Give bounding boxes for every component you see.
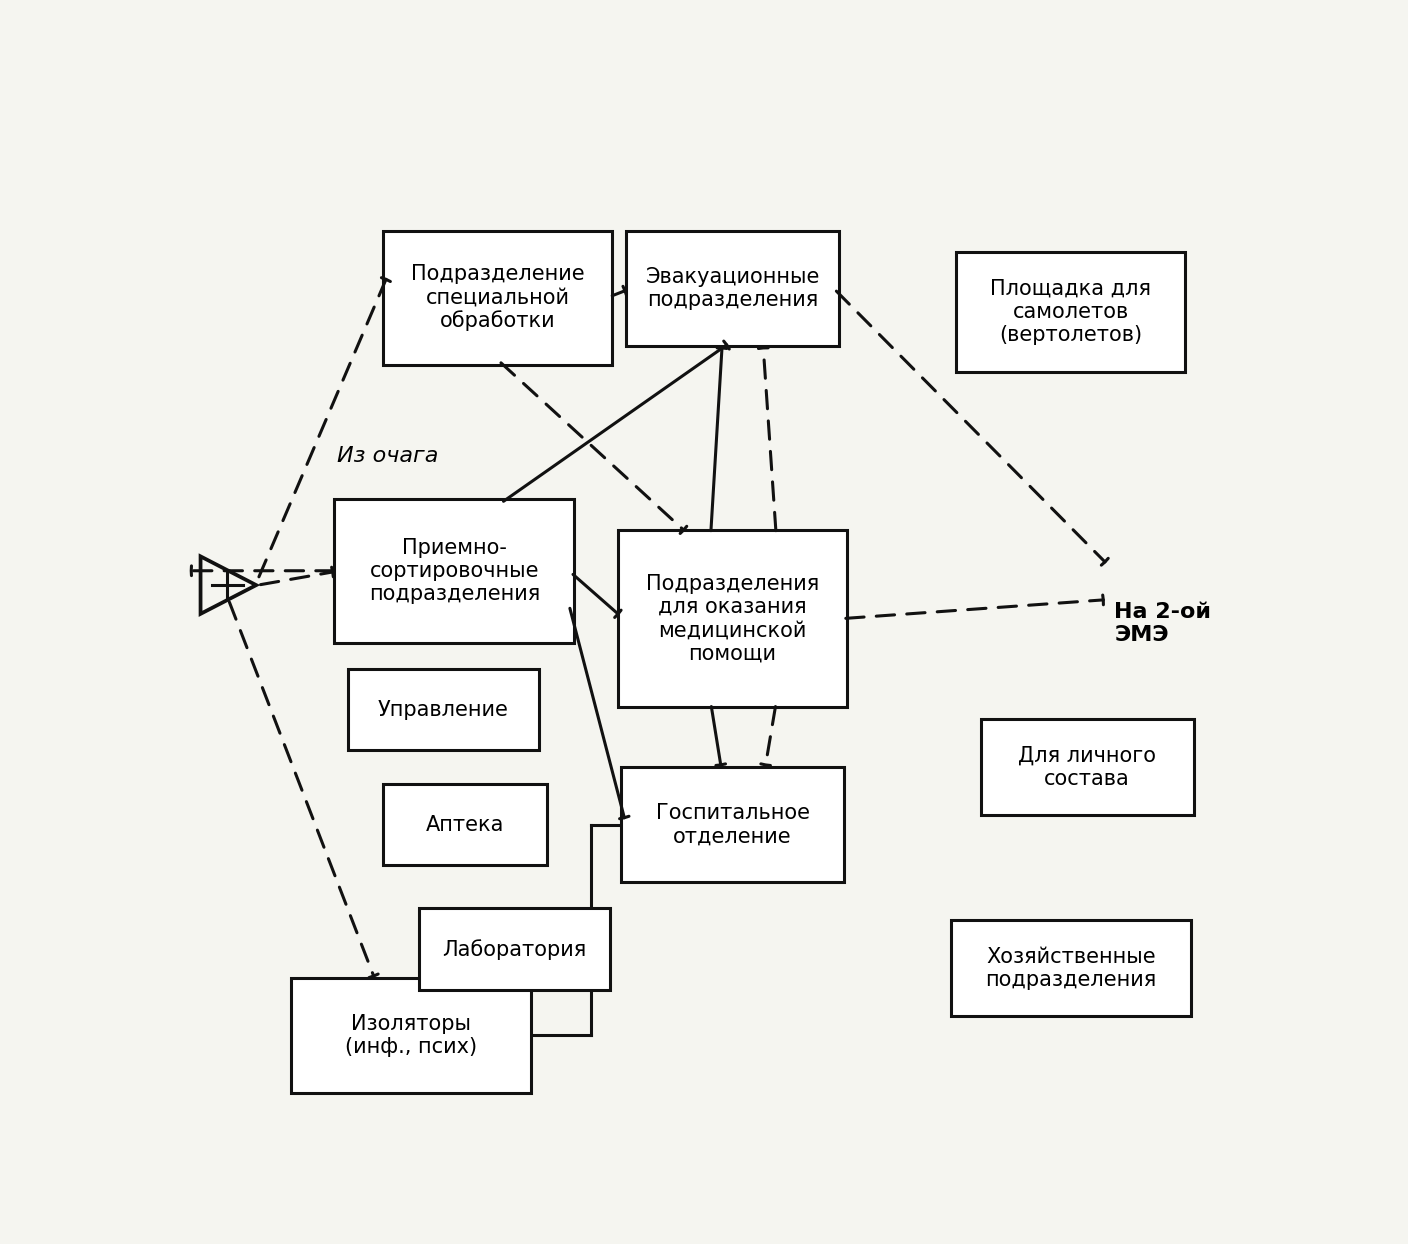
FancyBboxPatch shape [627,230,839,346]
FancyBboxPatch shape [290,978,531,1092]
Text: Площадка для
самолетов
(вертолетов): Площадка для самолетов (вертолетов) [990,279,1152,346]
Text: Изоляторы
(инф., псих): Изоляторы (инф., псих) [345,1014,477,1057]
Text: Из очага: Из очага [338,445,439,465]
Text: На 2-ой
ЭМЭ: На 2-ой ЭМЭ [1115,602,1211,646]
Text: Аптека: Аптека [427,815,504,835]
Text: Подразделение
специальной
обработки: Подразделение специальной обработки [411,264,584,331]
FancyBboxPatch shape [981,719,1194,815]
FancyBboxPatch shape [621,768,845,882]
Text: Управление: Управление [377,699,508,719]
FancyBboxPatch shape [418,908,610,990]
FancyBboxPatch shape [618,530,848,708]
Text: Эвакуационные
подразделения: Эвакуационные подразделения [645,266,819,310]
FancyBboxPatch shape [383,230,612,364]
FancyBboxPatch shape [950,921,1191,1016]
FancyBboxPatch shape [956,253,1186,372]
Text: Госпитальное
отделение: Госпитальное отделение [656,802,810,846]
FancyBboxPatch shape [348,669,539,750]
Text: Подразделения
для оказания
медицинской
помощи: Подразделения для оказания медицинской п… [646,573,819,663]
FancyBboxPatch shape [334,499,574,643]
Text: Хозяйственные
подразделения: Хозяйственные подразделения [986,947,1156,990]
FancyBboxPatch shape [383,784,546,866]
Text: Лаборатория: Лаборатория [442,939,586,959]
Text: Для личного
состава: Для личного состава [1018,745,1156,789]
Text: Приемно-
сортировочные
подразделения: Приемно- сортировочные подразделения [369,537,539,603]
